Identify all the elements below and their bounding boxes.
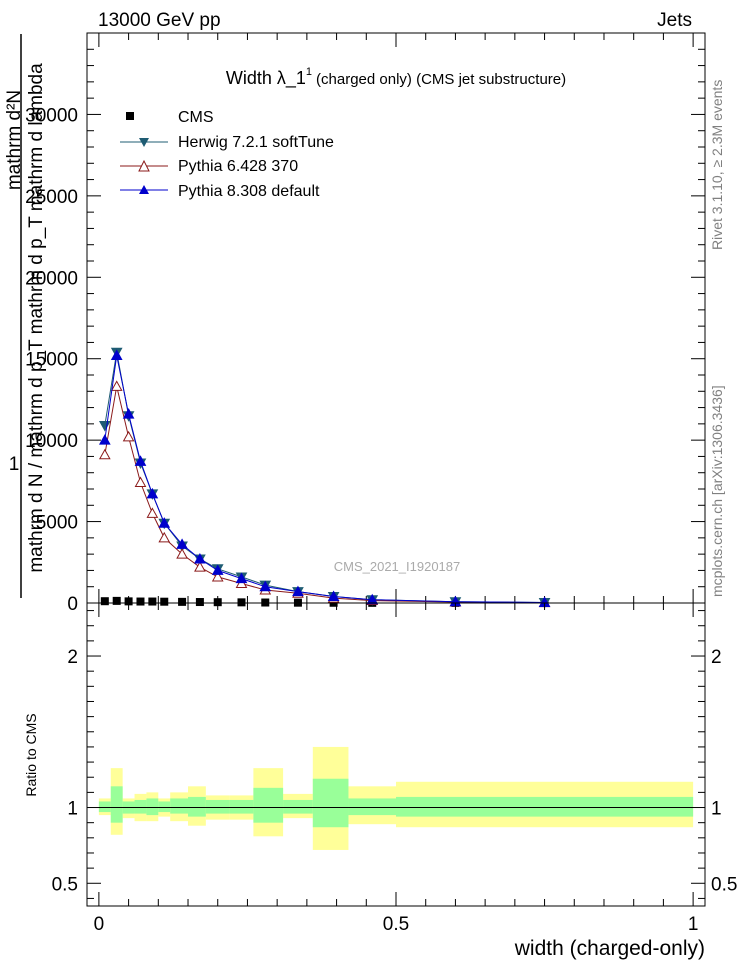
title-superscript: 1 [306, 66, 312, 78]
x-tick-label: 0 [94, 914, 105, 935]
ratio-green-band [146, 798, 159, 816]
series-marker [146, 507, 159, 518]
cms-data-point [178, 597, 187, 606]
y-tick-label: 10000 [25, 431, 78, 452]
series-marker [194, 561, 206, 572]
main-axis-ticks: 0 5000 10000 15000 20000 25000 30000 [25, 33, 705, 615]
title-rest: (charged only) (CMS jet substructure) [316, 71, 566, 88]
ratio-tick-label: 2 [67, 647, 78, 668]
series-marker [235, 572, 248, 584]
series-marker [98, 434, 111, 445]
y-tick-label: 30000 [25, 105, 78, 126]
series-line [104, 355, 545, 603]
series-marker [122, 430, 135, 442]
collision-label: 13000 GeV pp [98, 10, 221, 31]
ratio-green-band [188, 796, 206, 817]
category-label: Jets [657, 10, 692, 31]
legend-label-cms: CMS [178, 109, 214, 126]
ratio-tick-label-right: 0.5 [711, 874, 737, 895]
legend-label-pythia8: Pythia 8.308 default [178, 183, 320, 200]
y-tick-label: 0 [67, 594, 78, 615]
ratio-plot-frame [86, 602, 706, 907]
series-marker [134, 455, 147, 466]
series-marker [176, 548, 188, 559]
series-marker [98, 448, 111, 460]
y-tick-label: 20000 [25, 268, 78, 289]
ratio-tick-label: 0.5 [52, 874, 78, 895]
cms-data-point [112, 596, 121, 605]
cms-data-point [213, 598, 222, 607]
ratio-tick-label: 1 [67, 799, 78, 820]
cms-data-point [136, 597, 145, 606]
legend-marker-herwig [139, 138, 149, 147]
y-axis-label-top: 1 [9, 454, 20, 475]
cms-data-point [237, 598, 246, 607]
series-marker [158, 531, 171, 543]
ratio-green-band [205, 799, 230, 814]
y-tick-label: 5000 [36, 513, 78, 534]
cms-data-point [148, 597, 157, 606]
y-tick-label: 25000 [25, 187, 78, 208]
cms-data-point [195, 598, 204, 607]
ratio-green-band [110, 786, 123, 823]
series-marker [146, 487, 159, 499]
ratio-bands [98, 746, 694, 850]
legend-marker-cms [126, 112, 134, 120]
chart-title: Width λ_11 (charged only) (CMS jet substr… [226, 66, 566, 89]
cms-data-point [100, 597, 109, 606]
ratio-tick-label-right: 1 [711, 799, 722, 820]
series-marker [366, 593, 379, 605]
ratio-green-band [312, 778, 349, 828]
main-data-layer [98, 347, 551, 609]
ratio-green-band [229, 799, 254, 814]
series-marker [158, 517, 171, 528]
series-marker [134, 476, 147, 487]
series-line [104, 386, 545, 604]
ratio-green-band [158, 801, 171, 813]
series-marker [110, 349, 123, 360]
series-marker [211, 564, 224, 575]
ratio-tick-label-right: 2 [711, 647, 722, 668]
y-axis-label-numerator: mathrm d²N [4, 90, 25, 190]
series-line [104, 352, 545, 603]
ratio-green-band [283, 799, 313, 814]
legend-label-pythia6: Pythia 6.428 370 [178, 158, 298, 175]
series-marker [327, 590, 340, 601]
series-marker [194, 552, 206, 564]
ratio-green-band [253, 787, 284, 823]
ratio-green-band [134, 799, 147, 814]
legend: CMS Herwig 7.2.1 softTune Pythia 6.428 3… [120, 109, 334, 200]
ratio-green-band [98, 801, 111, 813]
ratio-green-band [348, 798, 396, 816]
ratio-axis-label: Ratio to CMS [23, 713, 39, 796]
mcplots-label: mcplots.cern.ch [arXiv:1306.3436] [709, 385, 725, 597]
legend-marker-pythia8 [139, 185, 149, 194]
analysis-label: CMS_2021_I1920187 [334, 559, 461, 574]
rivet-label: Rivet 3.1.10, ≥ 2.3M events [709, 80, 725, 250]
legend-label-herwig: Herwig 7.2.1 softTune [178, 134, 334, 151]
series-marker [176, 538, 188, 549]
title-main: Width λ_1 [226, 68, 306, 89]
series-marker [292, 585, 304, 597]
x-tick-label: 0.5 [383, 914, 409, 935]
series-marker [211, 570, 224, 582]
legend-marker-pythia6 [138, 159, 150, 172]
ratio-axis-ticks: 0.5 0.5 1 1 2 2 0 0.5 1 [52, 603, 737, 935]
y-tick-label: 15000 [25, 350, 78, 371]
cms-data-point [160, 597, 169, 606]
ratio-green-band [396, 796, 694, 817]
series-marker [122, 408, 135, 419]
x-axis-label: width (charged-only) [514, 937, 705, 960]
series-marker [110, 380, 123, 391]
x-tick-label: 1 [688, 914, 699, 935]
series-marker [98, 420, 111, 432]
cms-data-point [124, 597, 133, 606]
ratio-green-band [170, 798, 189, 814]
y-axis-label-denominator: mathrm d N / mathrm d p_T mathrm d p_T m… [26, 63, 47, 573]
series-marker [259, 580, 272, 592]
